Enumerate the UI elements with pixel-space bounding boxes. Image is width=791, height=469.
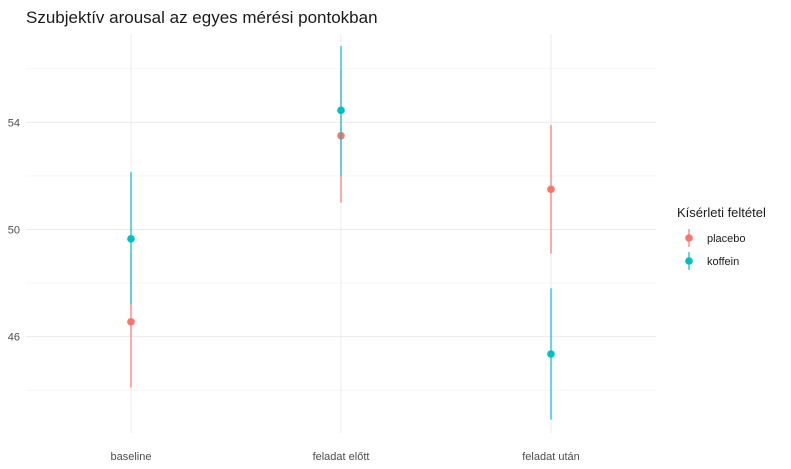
legend-key-point bbox=[685, 234, 693, 242]
data-point bbox=[337, 106, 345, 115]
legend: Kísérleti feltétel placebo koffein bbox=[677, 205, 766, 270]
data-point bbox=[547, 185, 555, 194]
x-axis: baseline feladat előtt feladat után bbox=[111, 451, 580, 463]
y-axis: 46 50 54 bbox=[8, 117, 20, 343]
chart-title: Szubjektív arousal az egyes mérési ponto… bbox=[26, 8, 378, 27]
y-tick-label: 50 bbox=[8, 224, 20, 236]
series-layer bbox=[127, 46, 555, 420]
legend-key-point bbox=[685, 257, 693, 265]
legend-title: Kísérleti feltétel bbox=[677, 205, 766, 220]
y-tick-label: 46 bbox=[8, 332, 20, 344]
data-point bbox=[547, 350, 555, 358]
y-tick-label: 54 bbox=[8, 117, 20, 129]
x-tick-label: feladat előtt bbox=[313, 451, 370, 463]
x-tick-label: feladat után bbox=[522, 451, 580, 463]
data-point bbox=[127, 235, 135, 243]
legend-label: koffein bbox=[707, 256, 739, 268]
x-tick-label: baseline bbox=[111, 451, 152, 463]
data-point bbox=[127, 318, 135, 326]
legend-label: placebo bbox=[707, 233, 746, 245]
